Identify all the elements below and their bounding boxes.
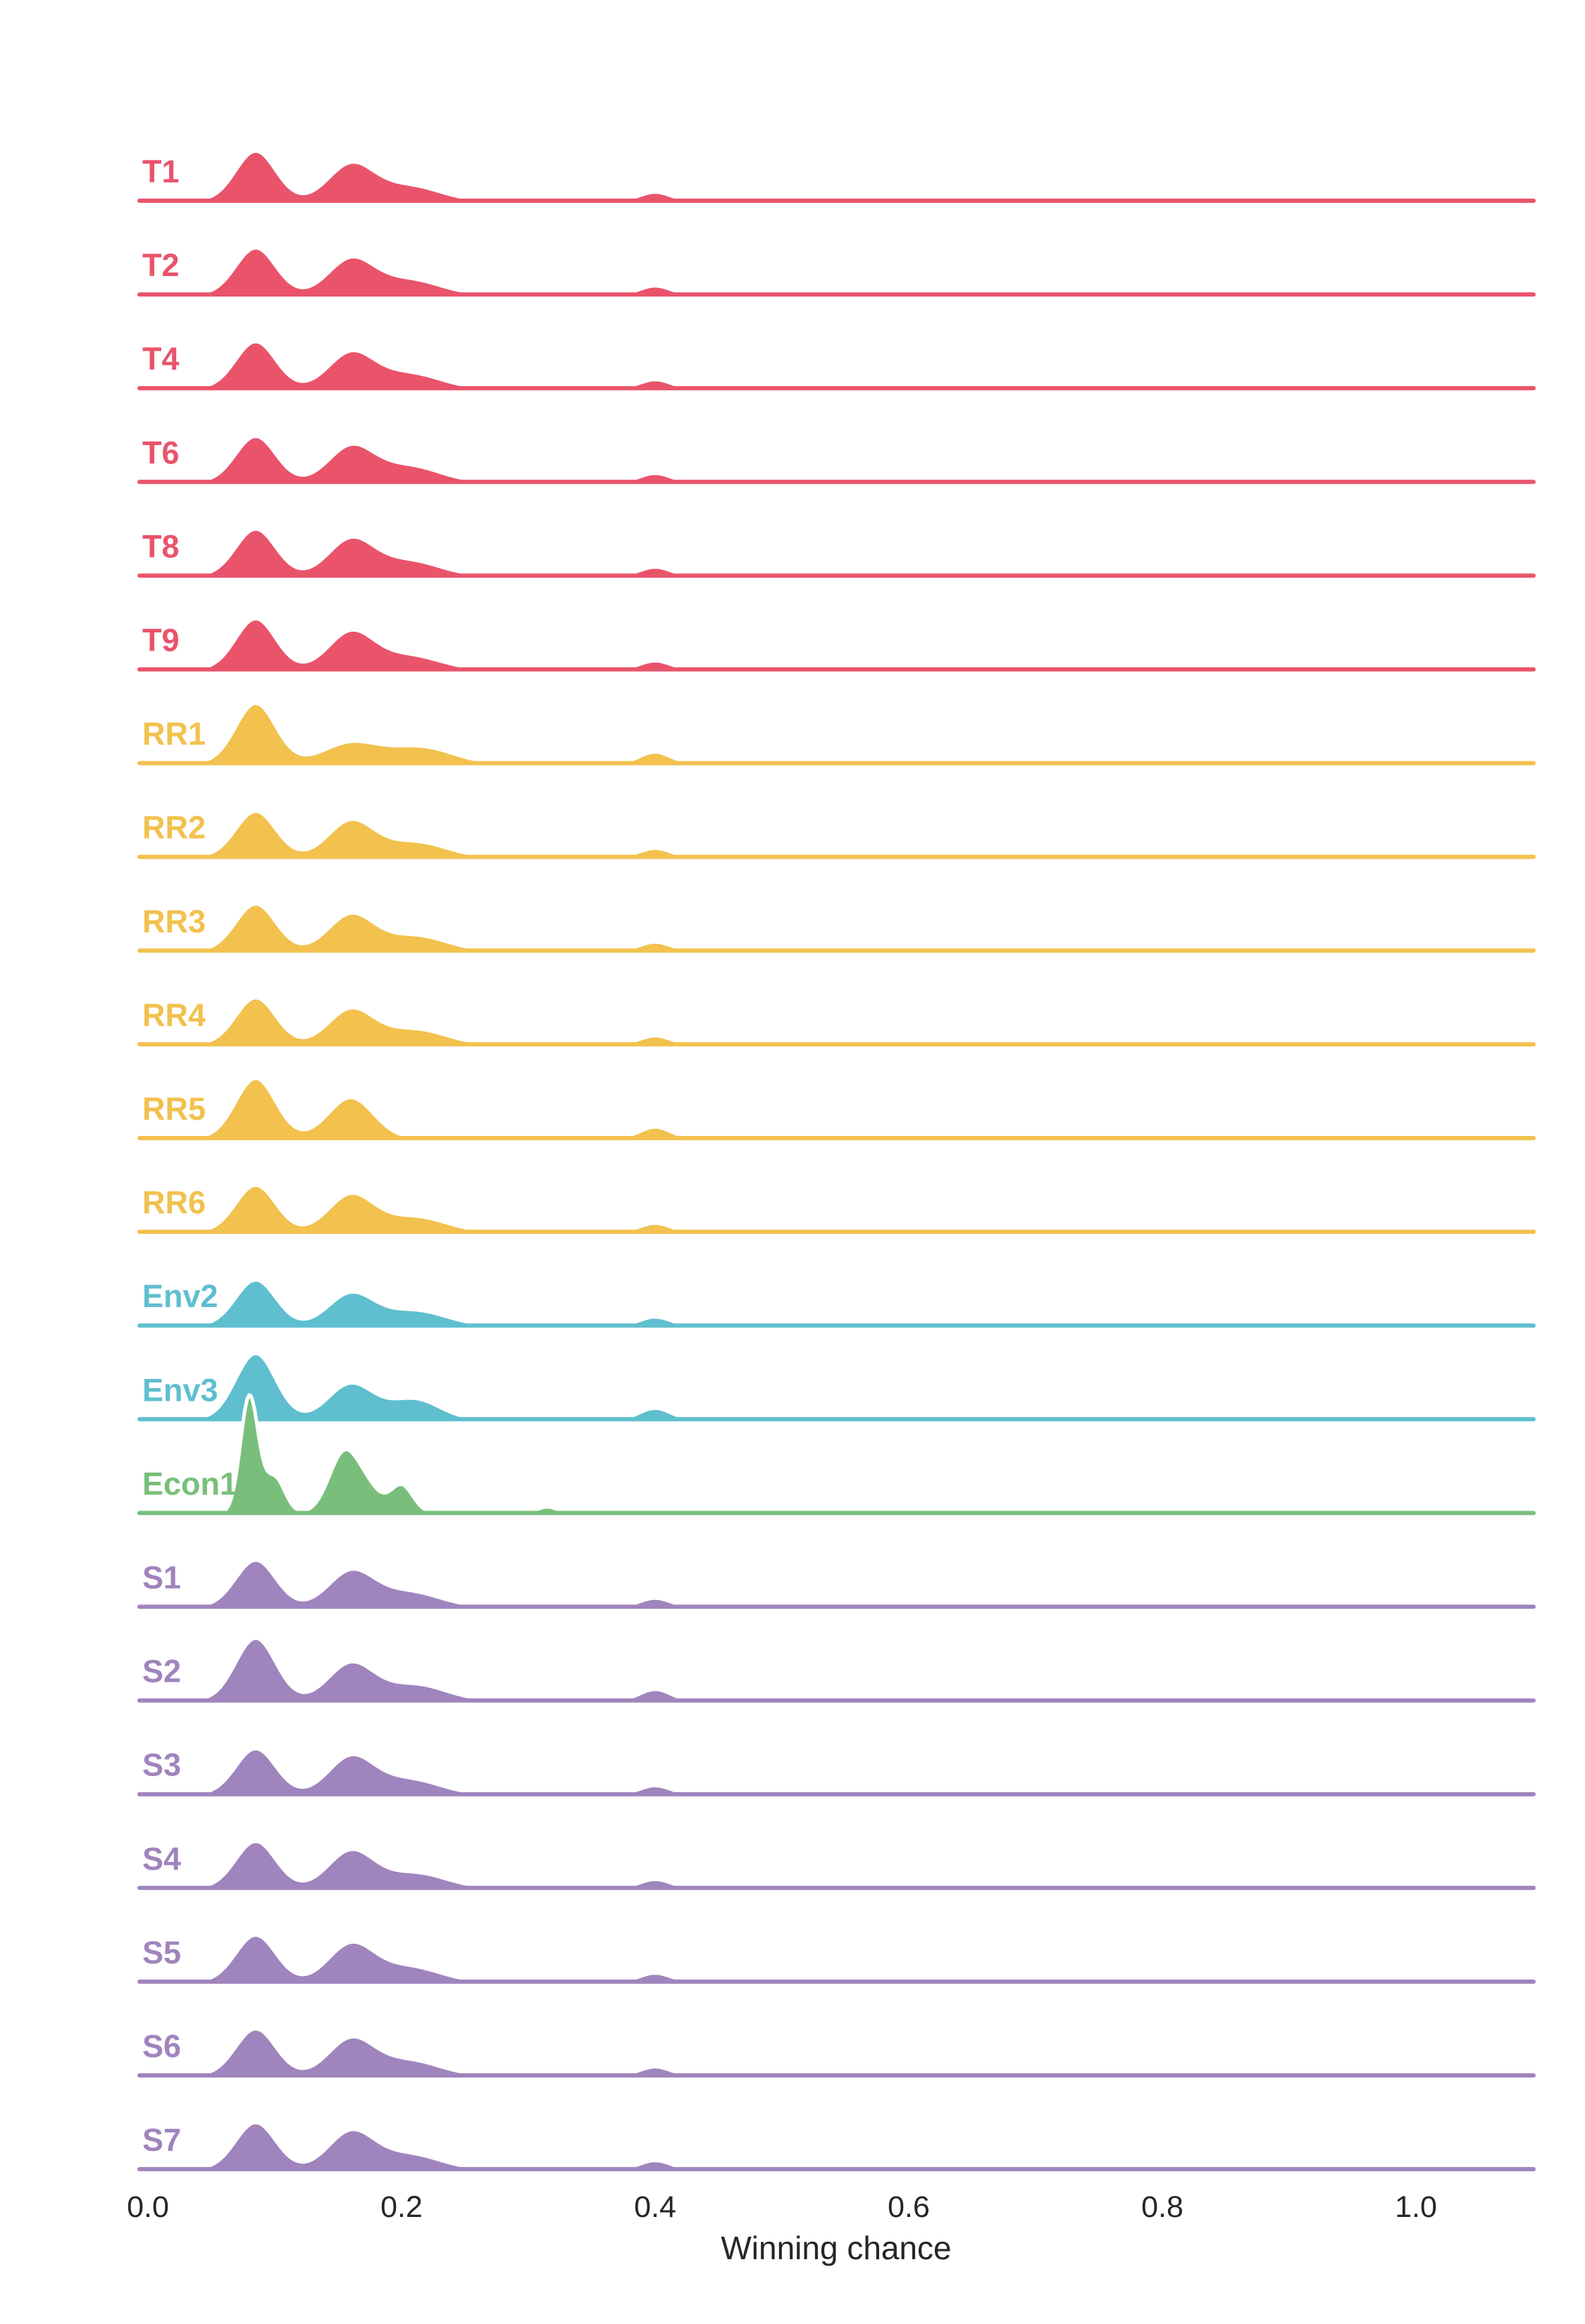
row-label: S3: [142, 1747, 181, 1783]
ridge-rr2: RR2: [137, 809, 1536, 859]
density-area: [137, 1636, 1536, 1703]
ridge-t6: T6: [137, 435, 1536, 485]
ridge-rr3: RR3: [137, 902, 1536, 953]
density-area: [137, 527, 1536, 577]
row-label: S5: [142, 1935, 181, 1970]
ridge-rr4: RR4: [137, 996, 1536, 1047]
ridge-s1: S1: [137, 1558, 1536, 1609]
row-label: T4: [142, 341, 180, 377]
x-tick-label: 0.8: [1141, 2190, 1183, 2224]
density-area: [137, 1183, 1536, 1234]
ridge-env3: Env3: [137, 1351, 1536, 1422]
x-axis-label: Winning chance: [721, 2230, 951, 2266]
ridge-t4: T4: [137, 339, 1536, 391]
ridge-s5: S5: [137, 1933, 1536, 1984]
x-tick-label: 0.2: [380, 2190, 423, 2224]
row-label: Econ1: [142, 1466, 237, 1501]
row-label: T8: [142, 528, 180, 564]
density-area: [137, 617, 1536, 671]
row-label: S7: [142, 2122, 181, 2158]
ridge-s3: S3: [137, 1747, 1536, 1797]
ridges-layer: T1 T2 T4 T6 T8 T9 RR1 RR2 RR3 RR4 RR5 RR6 Env2 Env3 Ec…: [137, 149, 1536, 2172]
ridge-t9: T9: [137, 617, 1536, 672]
row-label: RR2: [142, 810, 206, 846]
row-label: S4: [142, 1841, 181, 1877]
row-label: RR4: [142, 997, 206, 1033]
density-area: [137, 339, 1536, 390]
density-area: [137, 701, 1536, 766]
row-label: S2: [142, 1654, 181, 1689]
density-area: [137, 1839, 1536, 1890]
ridge-t2: T2: [137, 246, 1536, 297]
density-area: [137, 149, 1536, 203]
density-area: [137, 246, 1536, 296]
ridge-rr1: RR1: [137, 701, 1536, 766]
density-area: [137, 902, 1536, 953]
density-area: [137, 1558, 1536, 1608]
x-tick-labels: 0.0 0.2 0.4 0.6 0.8 1.0: [127, 2190, 1437, 2224]
ridge-s2: S2: [137, 1636, 1536, 1703]
x-tick-label: 1.0: [1395, 2190, 1437, 2224]
row-label: T2: [142, 247, 180, 283]
density-area: [137, 2120, 1536, 2171]
row-label: T9: [142, 623, 180, 658]
ridge-env2: Env2: [137, 1277, 1536, 1328]
density-area: [137, 996, 1536, 1047]
x-tick-label: 0.6: [888, 2190, 930, 2224]
density-area: [137, 2027, 1536, 2078]
density-area: [137, 1277, 1536, 1327]
density-area: [137, 1747, 1536, 1797]
row-label: Env3: [142, 1372, 218, 1408]
density-area: [137, 1351, 1536, 1421]
ridge-rr6: RR6: [137, 1183, 1536, 1235]
ridge-s4: S4: [137, 1839, 1536, 1890]
ridge-econ1: Econ1: [137, 1393, 1536, 1516]
x-tick-label: 0.0: [127, 2190, 169, 2224]
ridge-t1: T1: [137, 149, 1536, 203]
density-area: [137, 809, 1536, 859]
row-label: RR6: [142, 1185, 206, 1220]
row-label: RR5: [142, 1091, 206, 1127]
density-area: [137, 1933, 1536, 1984]
ridge-s6: S6: [137, 2027, 1536, 2078]
row-label: RR1: [142, 716, 206, 752]
row-label: S1: [142, 1560, 181, 1596]
row-label: Env2: [142, 1278, 218, 1314]
ridge-s7: S7: [137, 2120, 1536, 2172]
row-label: RR3: [142, 904, 206, 939]
row-label: T6: [142, 435, 180, 470]
ridge-rr5: RR5: [137, 1076, 1536, 1140]
density-area: [137, 435, 1536, 484]
row-label: S6: [142, 2028, 181, 2064]
ridge-t8: T8: [137, 527, 1536, 578]
x-tick-label: 0.4: [634, 2190, 676, 2224]
row-label: T1: [142, 154, 180, 189]
density-area: [137, 1076, 1536, 1140]
